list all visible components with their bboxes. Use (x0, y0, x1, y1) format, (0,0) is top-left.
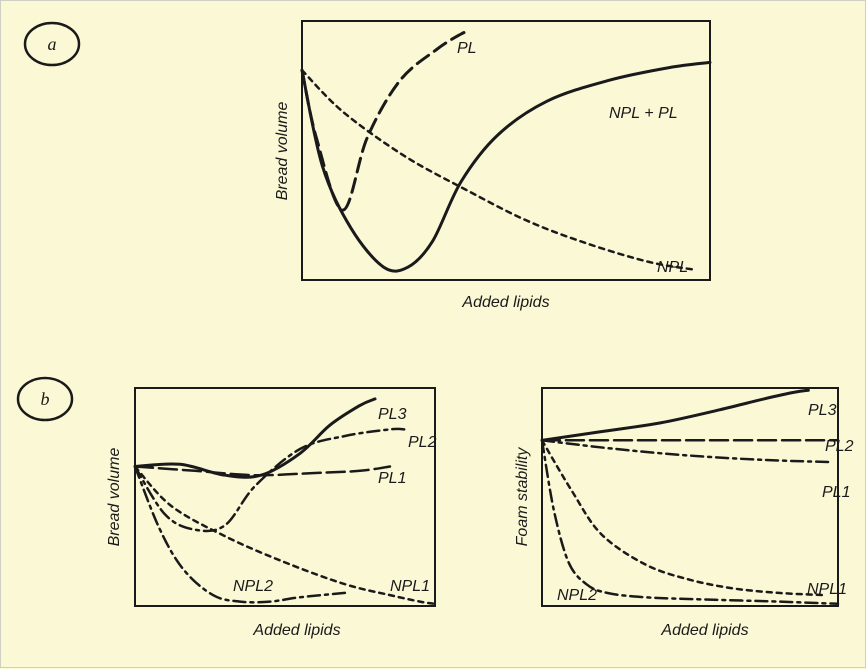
chart-a-frame (301, 20, 711, 281)
series-br-npl1-line (540, 439, 825, 597)
chart-a-series (300, 29, 712, 273)
label-bl-npl2: NPL2 (233, 578, 273, 595)
label-br-npl1: NPL1 (807, 581, 847, 598)
panel-a-badge: a (23, 21, 81, 67)
series-bl-pl2-line (133, 427, 407, 533)
series-br-pl1-line (540, 439, 834, 464)
chart-b-right: Added lipids Foam stability PL3 PL2 PL1 … (514, 387, 854, 639)
label-br-pl1: PL1 (822, 484, 850, 501)
series-bl-npl2-line (133, 465, 347, 604)
series-bl-pl1-line (133, 465, 392, 477)
series-a-npl-pl-line (300, 60, 712, 273)
label-bl-pl2: PL2 (408, 434, 437, 451)
series-br-pl3-line (540, 388, 810, 442)
chart-b-left-ylabel: Bread volume (106, 448, 123, 547)
chart-a-xlabel: Added lipids (461, 294, 549, 311)
chart-b-right-series (540, 388, 840, 606)
panel-a-letter: a (48, 34, 57, 54)
series-a-npl-line (300, 68, 695, 271)
chart-b-left-frame (134, 387, 436, 607)
label-a-npl: NPL (657, 259, 688, 276)
chart-b-left-series (133, 397, 437, 606)
label-br-pl3: PL3 (808, 402, 837, 419)
panel-b-badge: b (16, 376, 74, 422)
series-bl-pl3-line (133, 397, 377, 479)
chart-b-right-frame (541, 387, 839, 607)
chart-b-right-xlabel: Added lipids (660, 622, 748, 639)
chart-b-left-xlabel: Added lipids (252, 622, 340, 639)
panel-b-circle (16, 376, 74, 422)
chart-b-right-ylabel: Foam stability (514, 447, 531, 547)
label-br-pl2: PL2 (825, 438, 854, 455)
label-a-npl-pl: NPL + PL (609, 105, 678, 122)
series-bl-npl1-line (133, 465, 437, 606)
label-br-npl2: NPL2 (557, 587, 597, 604)
label-bl-npl1: NPL1 (390, 578, 430, 595)
label-bl-pl1: PL1 (378, 470, 406, 487)
series-br-npl2-line (540, 439, 840, 606)
chart-a-ylabel: Bread volume (274, 102, 291, 201)
panel-a-circle (23, 21, 81, 67)
panel-b-letter: b (41, 389, 50, 409)
label-a-pl: PL (457, 40, 477, 57)
chart-b-left: Added lipids Bread volume PL3 PL2 PL1 NP… (106, 387, 437, 639)
chart-a: Added lipids Bread volume PL NPL + PL NP… (274, 20, 712, 311)
label-bl-pl3: PL3 (378, 406, 407, 423)
